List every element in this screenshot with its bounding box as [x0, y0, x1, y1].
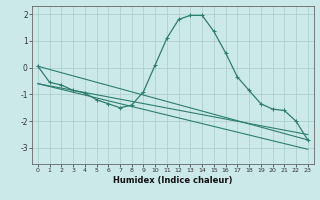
X-axis label: Humidex (Indice chaleur): Humidex (Indice chaleur) — [113, 176, 233, 185]
